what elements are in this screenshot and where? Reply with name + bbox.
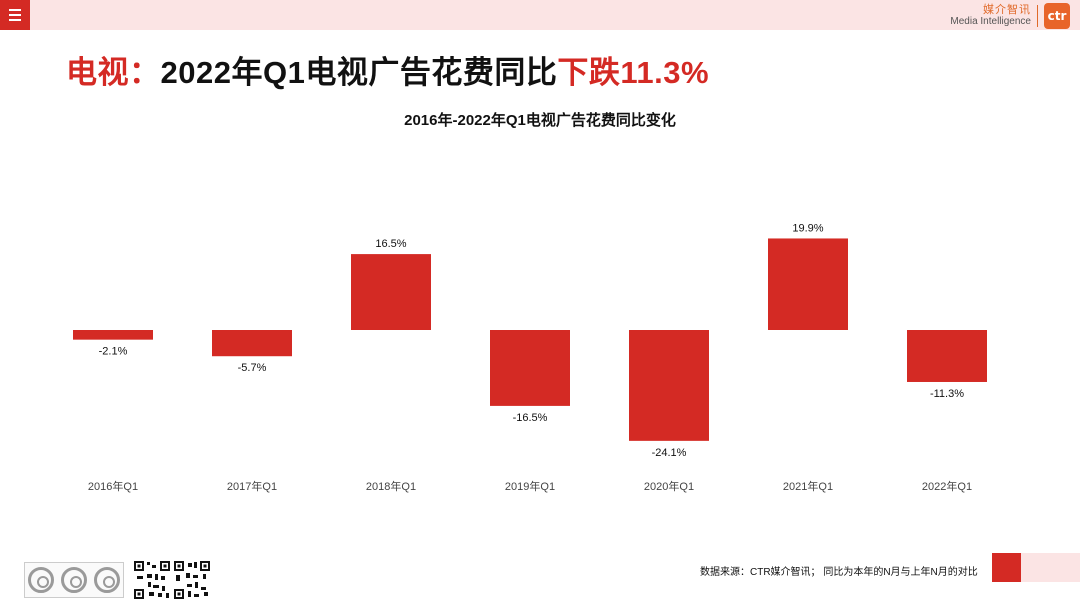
data-label: -2.1% xyxy=(99,346,128,358)
footer-accent-red xyxy=(992,553,1021,582)
brand-divider xyxy=(1037,5,1038,27)
data-label: -24.1% xyxy=(652,447,687,459)
data-label: 19.9% xyxy=(792,222,823,234)
category-label: 2020年Q1 xyxy=(644,479,694,493)
top-bar: 媒介智讯 Media Intelligence ctr xyxy=(0,0,1080,30)
title-statement: 2022年Q1电视广告花费同比 xyxy=(160,55,558,90)
sgs-certification-seal-icon xyxy=(24,562,124,598)
yoy-bar-chart: 2016年-2022年Q1电视广告花费同比变化 -2.1% 2016年Q1 -5.7… xyxy=(73,111,987,493)
qr-code-icon xyxy=(173,560,211,600)
data-label: -5.7% xyxy=(238,362,267,374)
category-label: 2019年Q1 xyxy=(505,479,555,493)
data-source-note: 数据来源：CTR媒介智讯； 同比为本年的N月与上年N月的对比 xyxy=(700,567,978,578)
footer-accent-pink xyxy=(1021,553,1080,582)
brand-text: 媒介智讯 Media Intelligence xyxy=(950,3,1031,27)
bar-2017年Q1 xyxy=(212,330,292,357)
category-label: 2022年Q1 xyxy=(922,479,972,493)
bars-group: -2.1% 2016年Q1 -5.7% 2017年Q1 16.5% 2018年Q1 -16.… xyxy=(73,222,987,493)
bar-2022年Q1 xyxy=(907,330,987,382)
title-highlight: 下跌11.3% xyxy=(557,55,710,90)
category-label: 2017年Q1 xyxy=(227,479,277,493)
menu-icon[interactable] xyxy=(0,0,30,30)
category-label: 2018年Q1 xyxy=(366,479,416,493)
data-label: -16.5% xyxy=(513,412,548,424)
seal-icon xyxy=(93,567,120,593)
chart-title: 2016年-2022年Q1电视广告花费同比变化 xyxy=(404,111,676,129)
bar-2021年Q1 xyxy=(768,238,848,330)
brand-name-cn: 媒介智讯 xyxy=(983,3,1031,16)
page-title: 电视：2022年Q1电视广告花费同比下跌11.3% xyxy=(66,47,709,92)
seal-icon xyxy=(28,567,55,593)
category-label: 2021年Q1 xyxy=(783,479,833,493)
bar-2019年Q1 xyxy=(490,330,570,406)
data-label: 16.5% xyxy=(375,238,406,250)
brand: 媒介智讯 Media Intelligence ctr xyxy=(950,3,1070,29)
title-topic: 电视： xyxy=(66,55,161,90)
ctr-logo-icon: ctr xyxy=(1044,3,1070,29)
category-label: 2016年Q1 xyxy=(88,479,138,493)
bar-2020年Q1 xyxy=(629,330,709,441)
seal-icon xyxy=(60,567,87,593)
bar-2016年Q1 xyxy=(73,330,153,340)
qr-code-icon xyxy=(133,560,171,600)
data-label: -11.3% xyxy=(930,388,964,400)
brand-name-en: Media Intelligence xyxy=(950,15,1031,27)
bar-2018年Q1 xyxy=(351,254,431,330)
